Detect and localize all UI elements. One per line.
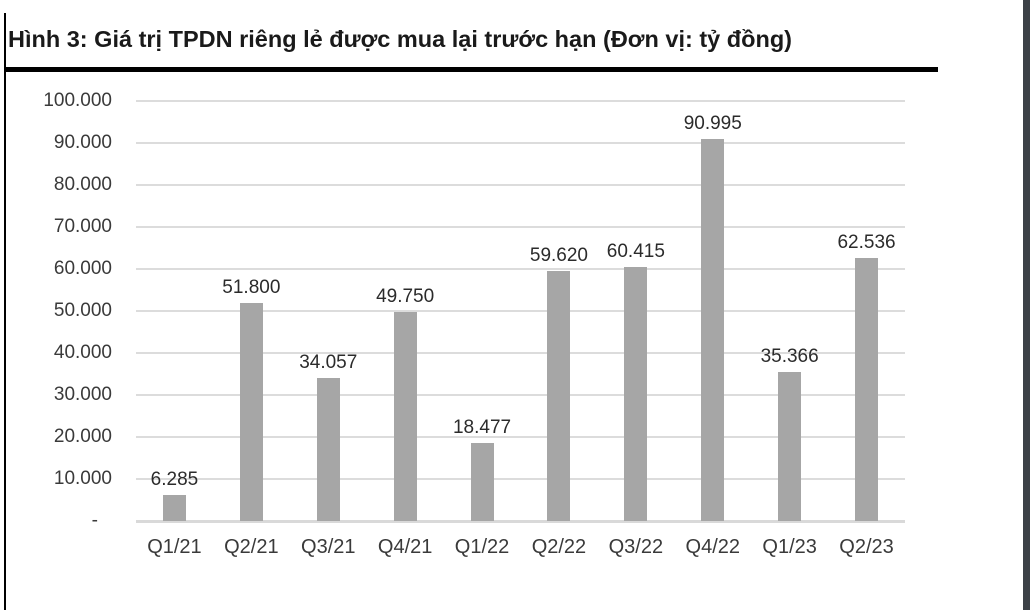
left-border-line [4, 13, 6, 610]
y-gridline [136, 142, 905, 144]
bar [393, 312, 417, 521]
bar-value-label: 35.366 [760, 346, 819, 368]
y-gridline [136, 226, 905, 228]
bar-value-label: 59.620 [529, 244, 588, 266]
y-tick-label: 30.000 [53, 384, 112, 405]
figure-title: Hình 3: Giá trị TPDN riêng lẻ được mua l… [8, 26, 793, 52]
y-gridline [136, 184, 905, 186]
bar-value-label: 60.415 [606, 241, 665, 263]
x-tick-label: Q3/22 [608, 536, 664, 558]
y-tick-label: 20.000 [53, 426, 112, 447]
y-gridline [136, 100, 905, 102]
x-axis-baseline [136, 519, 905, 523]
y-gridline [136, 436, 905, 438]
y-tick-label: 40.000 [53, 342, 112, 363]
y-tick-label: 60.000 [53, 258, 112, 279]
y-tick-label: 50.000 [53, 300, 112, 321]
x-tick-label: Q1/21 [147, 536, 202, 558]
y-gridline [136, 310, 905, 312]
y-tick-label: 80.000 [53, 174, 112, 195]
x-tick-label: Q2/21 [224, 536, 279, 558]
bar [162, 494, 186, 521]
x-tick-label: Q1/22 [454, 536, 510, 558]
title-underline [5, 67, 938, 72]
y-tick-label: 70.000 [53, 216, 112, 237]
bar [470, 443, 494, 521]
y-tick-label: 100.000 [43, 90, 112, 111]
y-gridline [136, 352, 905, 354]
bar-value-label: 6.285 [150, 468, 199, 490]
x-tick-label: Q2/23 [839, 536, 894, 558]
x-tick-label: Q3/21 [301, 536, 356, 558]
bar-value-label: 49.750 [376, 286, 435, 308]
bar [624, 267, 648, 521]
y-tick-label: 90.000 [53, 132, 112, 153]
bar [547, 270, 571, 521]
bar-value-label: 34.057 [299, 351, 358, 373]
bar [316, 377, 340, 521]
y-tick-label: - [91, 510, 98, 531]
x-tick-label: Q2/22 [531, 536, 587, 558]
bar [855, 258, 879, 521]
bar-value-label: 62.536 [837, 232, 896, 254]
x-tick-label: Q4/22 [685, 536, 740, 558]
y-tick-label: 10.000 [53, 468, 112, 489]
y-gridline [136, 478, 905, 480]
bar-value-label: 18.477 [452, 417, 512, 439]
y-gridline [136, 394, 905, 396]
y-gridline [136, 268, 905, 270]
bar-value-label: 51.800 [222, 277, 281, 299]
x-tick-label: Q4/21 [377, 536, 433, 558]
bar-value-label: 90.995 [683, 112, 742, 134]
bar [239, 303, 263, 521]
bar [701, 138, 725, 521]
x-tick-label: Q1/23 [762, 536, 817, 558]
bar [778, 372, 802, 521]
right-edge-strip [1023, 0, 1030, 610]
